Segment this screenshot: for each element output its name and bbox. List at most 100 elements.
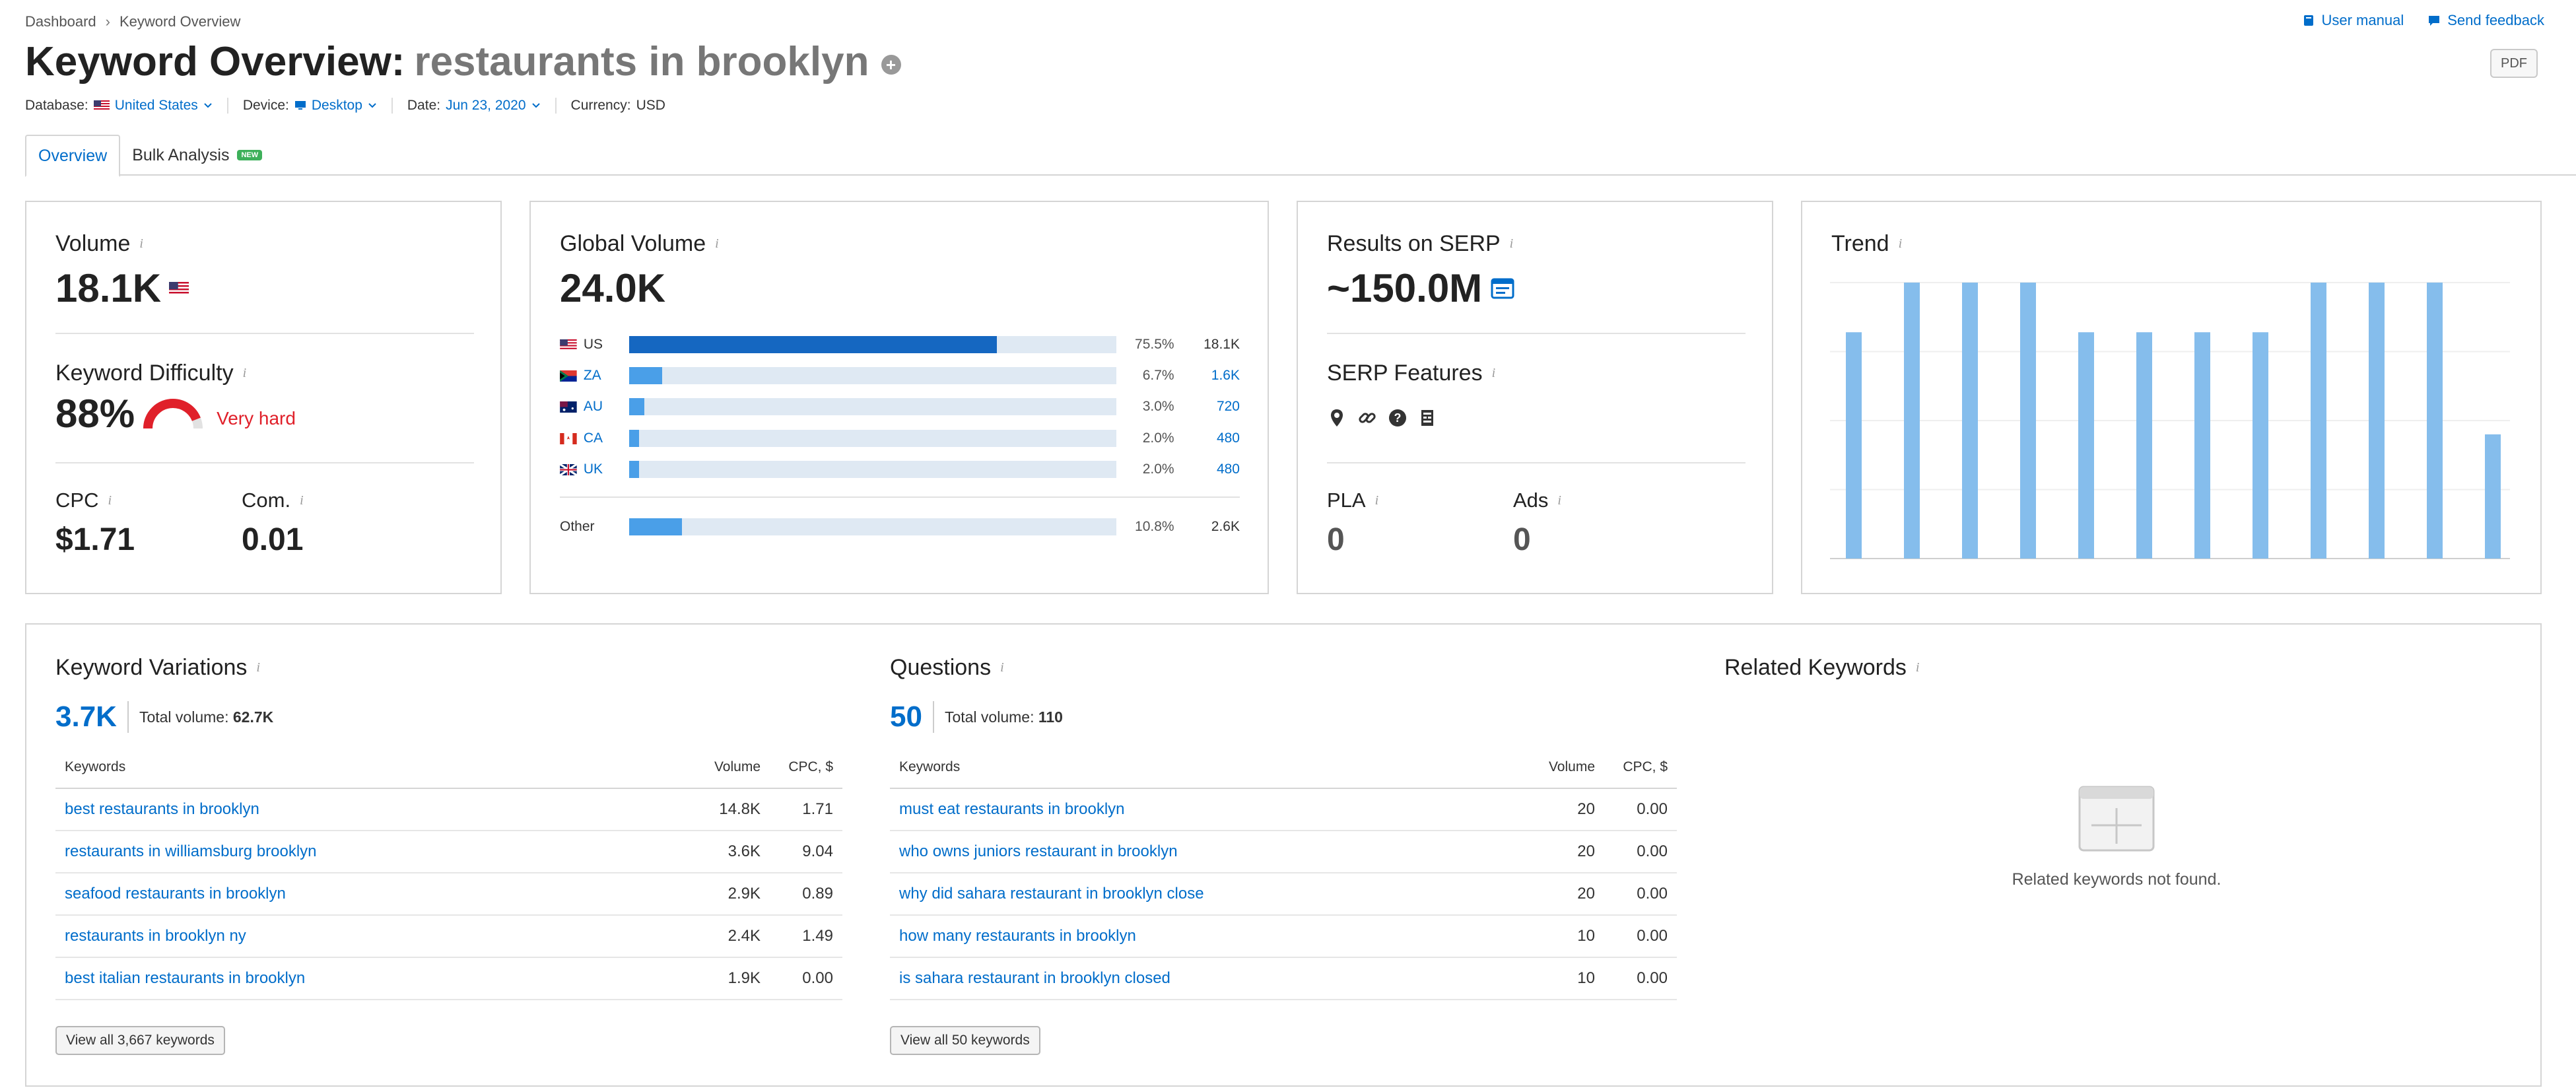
pdf-export-button[interactable]: PDF xyxy=(2490,49,2538,78)
related-empty-message: Related keywords not found. xyxy=(2012,870,2221,889)
us-flag-icon xyxy=(560,339,577,351)
trend-bar[interactable] xyxy=(1904,283,1920,559)
view-all-variations-button[interactable]: View all 3,667 keywords xyxy=(55,1026,225,1055)
keyword-link[interactable]: how many restaurants in brooklyn xyxy=(890,915,1525,958)
keyword-link[interactable]: restaurants in williamsburg brooklyn xyxy=(55,831,691,873)
country-code[interactable]: AU xyxy=(583,399,603,414)
user-manual-label: User manual xyxy=(2321,12,2404,28)
keyword-link[interactable]: restaurants in brooklyn ny xyxy=(55,915,691,958)
view-all-questions-button[interactable]: View all 50 keywords xyxy=(890,1026,1040,1055)
currency-value: USD xyxy=(636,98,665,113)
keyword-link[interactable]: best restaurants in brooklyn xyxy=(55,788,691,831)
info-icon[interactable]: i xyxy=(1374,493,1379,508)
chevron-right-icon: › xyxy=(105,13,110,30)
variations-count[interactable]: 3.7K xyxy=(55,701,129,733)
keyword-cpc: 0.00 xyxy=(770,957,842,1000)
pla-title: PLA i xyxy=(1327,489,1378,512)
device-filter[interactable]: Device: Desktop xyxy=(243,98,393,114)
trend-bar[interactable] xyxy=(2311,283,2326,559)
kd-title-text: Keyword Difficulty xyxy=(55,360,234,386)
column-header-cpc[interactable]: CPC, $ xyxy=(1604,746,1677,789)
country-code[interactable]: CA xyxy=(583,430,603,446)
database-filter[interactable]: Database: United States xyxy=(25,98,228,114)
country-row-us: US 75.5% 18.1K xyxy=(560,335,1240,354)
keyword-link[interactable]: who owns juniors restaurant in brooklyn xyxy=(890,831,1525,873)
country-row-au: AU 3.0% 720 xyxy=(560,397,1240,416)
sitelinks-icon[interactable] xyxy=(1357,408,1377,428)
info-icon[interactable]: i xyxy=(300,493,304,508)
breadcrumb-dashboard[interactable]: Dashboard xyxy=(25,13,96,30)
book-icon xyxy=(2303,15,2313,26)
column-header-keywords[interactable]: Keywords xyxy=(890,746,1525,789)
local-pack-icon[interactable] xyxy=(1327,408,1347,428)
country-volume[interactable]: 480 xyxy=(1216,461,1240,477)
info-icon[interactable]: i xyxy=(256,660,260,675)
info-icon[interactable]: i xyxy=(1557,493,1561,508)
country-code[interactable]: ZA xyxy=(583,368,601,383)
tab-bulk-analysis[interactable]: Bulk Analysis NEW xyxy=(120,135,274,176)
trend-bar[interactable] xyxy=(2194,332,2210,559)
trend-bar[interactable] xyxy=(1962,283,1978,559)
date-filter[interactable]: Date: Jun 23, 2020 xyxy=(407,98,557,114)
volume-card: Volume i 18.1K Keyword Difficulty i 88% … xyxy=(25,201,502,594)
info-icon[interactable]: i xyxy=(1491,366,1496,380)
column-header-volume[interactable]: Volume xyxy=(691,746,770,789)
table-header-row: Keywords Volume CPC, $ xyxy=(890,746,1677,789)
country-volume[interactable]: 1.6K xyxy=(1211,368,1240,383)
info-icon[interactable]: i xyxy=(242,366,247,380)
add-to-list-icon[interactable]: + xyxy=(881,54,901,75)
keyword-link[interactable]: must eat restaurants in brooklyn xyxy=(890,788,1525,831)
keyword-link[interactable]: why did sahara restaurant in brooklyn cl… xyxy=(890,873,1525,916)
column-header-volume[interactable]: Volume xyxy=(1525,746,1604,789)
table-row: who owns juniors restaurant in brooklyn 2… xyxy=(890,831,1677,873)
reviews-icon[interactable] xyxy=(1418,408,1438,428)
keyword-cpc: 0.00 xyxy=(1604,957,1677,1000)
variations-total: Total volume: 62.7K xyxy=(139,708,273,726)
send-feedback-link[interactable]: Send feedback xyxy=(2427,12,2544,29)
info-icon[interactable]: i xyxy=(1000,660,1004,675)
serp-snapshot-icon[interactable] xyxy=(1490,276,1515,301)
info-icon[interactable]: i xyxy=(139,236,143,251)
user-manual-link[interactable]: User manual xyxy=(2302,12,2404,29)
info-icon[interactable]: i xyxy=(1898,236,1903,251)
keyword-link[interactable]: seafood restaurants in brooklyn xyxy=(55,873,691,916)
trend-bar[interactable] xyxy=(2369,283,2385,559)
keyword-volume: 2.4K xyxy=(691,915,770,958)
trend-bar[interactable] xyxy=(2485,434,2501,559)
column-header-cpc[interactable]: CPC, $ xyxy=(770,746,842,789)
country-volume[interactable]: 480 xyxy=(1216,430,1240,446)
tab-overview[interactable]: Overview xyxy=(25,135,121,177)
divider xyxy=(1327,333,1746,334)
share-bar-fill xyxy=(629,336,998,353)
keyword-volume: 10 xyxy=(1525,915,1604,958)
info-icon[interactable]: i xyxy=(1509,236,1514,251)
trend-bar[interactable] xyxy=(2427,283,2443,559)
share-bar xyxy=(629,461,1117,478)
info-icon[interactable]: i xyxy=(108,493,112,508)
keyword-link[interactable]: is sahara restaurant in brooklyn closed xyxy=(890,957,1525,1000)
trend-bar[interactable] xyxy=(2078,332,2094,559)
results-value: ~150.0M xyxy=(1327,266,1483,310)
country-row-za: ZA 6.7% 1.6K xyxy=(560,366,1240,385)
keyword-cpc: 1.49 xyxy=(770,915,842,958)
info-icon[interactable]: i xyxy=(715,236,719,251)
date-value: Jun 23, 2020 xyxy=(446,98,526,113)
share-bar-fill xyxy=(629,398,644,415)
trend-title: Trend i xyxy=(1831,231,1902,257)
trend-bar[interactable] xyxy=(1846,332,1862,559)
country-code[interactable]: UK xyxy=(583,461,603,477)
keyword-cpc: 0.00 xyxy=(1604,831,1677,873)
trend-bar[interactable] xyxy=(2020,283,2036,559)
country-volume[interactable]: 720 xyxy=(1216,399,1240,414)
questions-count[interactable]: 50 xyxy=(890,701,934,733)
trend-bar[interactable] xyxy=(2253,332,2268,559)
questions-title-text: Questions xyxy=(890,655,992,680)
trend-bar[interactable] xyxy=(2136,332,2152,559)
people-also-ask-icon[interactable]: ? xyxy=(1388,408,1407,428)
info-icon[interactable]: i xyxy=(1915,660,1920,675)
column-header-keywords[interactable]: Keywords xyxy=(55,746,691,789)
divider xyxy=(55,333,474,334)
chevron-down-icon xyxy=(204,103,212,108)
trend-chart xyxy=(1830,282,2510,559)
keyword-link[interactable]: best italian restaurants in brooklyn xyxy=(55,957,691,1000)
